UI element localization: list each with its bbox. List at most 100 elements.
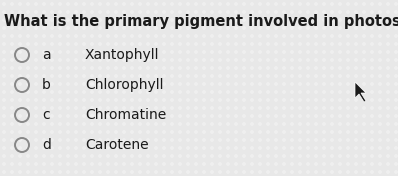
Circle shape xyxy=(307,115,309,117)
Circle shape xyxy=(187,107,189,109)
Circle shape xyxy=(43,123,45,125)
Circle shape xyxy=(235,35,237,37)
Circle shape xyxy=(347,155,349,157)
Circle shape xyxy=(395,83,397,85)
Circle shape xyxy=(387,35,389,37)
Circle shape xyxy=(275,131,277,133)
Circle shape xyxy=(171,139,173,141)
Circle shape xyxy=(235,123,237,125)
Circle shape xyxy=(203,35,205,37)
Circle shape xyxy=(171,83,173,85)
Circle shape xyxy=(211,163,213,165)
Circle shape xyxy=(243,11,245,13)
Circle shape xyxy=(331,147,333,149)
Circle shape xyxy=(19,123,21,125)
Circle shape xyxy=(59,107,61,109)
Circle shape xyxy=(35,147,37,149)
Circle shape xyxy=(243,51,245,53)
Circle shape xyxy=(387,123,389,125)
Circle shape xyxy=(323,99,325,101)
Circle shape xyxy=(259,155,261,157)
Circle shape xyxy=(43,67,45,69)
Circle shape xyxy=(123,3,125,5)
Circle shape xyxy=(323,35,325,37)
Circle shape xyxy=(371,3,373,5)
Circle shape xyxy=(227,171,229,173)
Circle shape xyxy=(259,163,261,165)
Circle shape xyxy=(323,147,325,149)
Circle shape xyxy=(363,19,365,21)
Circle shape xyxy=(59,139,61,141)
Circle shape xyxy=(187,67,189,69)
Circle shape xyxy=(123,163,125,165)
Circle shape xyxy=(43,147,45,149)
Circle shape xyxy=(179,131,181,133)
Circle shape xyxy=(219,139,221,141)
Circle shape xyxy=(131,163,133,165)
Circle shape xyxy=(251,163,253,165)
Circle shape xyxy=(219,115,221,117)
Circle shape xyxy=(19,155,21,157)
Circle shape xyxy=(163,99,165,101)
Circle shape xyxy=(147,3,149,5)
Circle shape xyxy=(139,163,141,165)
Circle shape xyxy=(363,163,365,165)
Circle shape xyxy=(99,155,101,157)
Circle shape xyxy=(139,155,141,157)
Text: c: c xyxy=(42,108,50,122)
Circle shape xyxy=(75,75,77,77)
Circle shape xyxy=(115,115,117,117)
Circle shape xyxy=(323,27,325,29)
Circle shape xyxy=(3,107,5,109)
Circle shape xyxy=(283,3,285,5)
Circle shape xyxy=(203,115,205,117)
Circle shape xyxy=(339,19,341,21)
Circle shape xyxy=(259,35,261,37)
Circle shape xyxy=(379,27,381,29)
Circle shape xyxy=(307,19,309,21)
Circle shape xyxy=(27,11,29,13)
Circle shape xyxy=(339,3,341,5)
Circle shape xyxy=(147,131,149,133)
Circle shape xyxy=(275,107,277,109)
Circle shape xyxy=(163,91,165,93)
Circle shape xyxy=(147,75,149,77)
Circle shape xyxy=(11,123,13,125)
Circle shape xyxy=(259,43,261,45)
Circle shape xyxy=(163,75,165,77)
Circle shape xyxy=(147,67,149,69)
Circle shape xyxy=(395,27,397,29)
Circle shape xyxy=(139,139,141,141)
Circle shape xyxy=(75,147,77,149)
Circle shape xyxy=(307,139,309,141)
Circle shape xyxy=(155,155,157,157)
Circle shape xyxy=(379,155,381,157)
Circle shape xyxy=(43,131,45,133)
Circle shape xyxy=(387,115,389,117)
Circle shape xyxy=(235,75,237,77)
Circle shape xyxy=(211,59,213,61)
Circle shape xyxy=(35,51,37,53)
Circle shape xyxy=(299,91,301,93)
Circle shape xyxy=(163,163,165,165)
Circle shape xyxy=(195,99,197,101)
Circle shape xyxy=(83,51,85,53)
Circle shape xyxy=(379,51,381,53)
Circle shape xyxy=(371,75,373,77)
Circle shape xyxy=(99,83,101,85)
Circle shape xyxy=(107,155,109,157)
Circle shape xyxy=(59,67,61,69)
Circle shape xyxy=(299,99,301,101)
Circle shape xyxy=(19,27,21,29)
Circle shape xyxy=(107,163,109,165)
Circle shape xyxy=(3,67,5,69)
Circle shape xyxy=(123,171,125,173)
Circle shape xyxy=(195,67,197,69)
Circle shape xyxy=(67,171,69,173)
Circle shape xyxy=(123,19,125,21)
Circle shape xyxy=(35,43,37,45)
Circle shape xyxy=(51,43,53,45)
Circle shape xyxy=(323,51,325,53)
Circle shape xyxy=(147,155,149,157)
Circle shape xyxy=(243,3,245,5)
